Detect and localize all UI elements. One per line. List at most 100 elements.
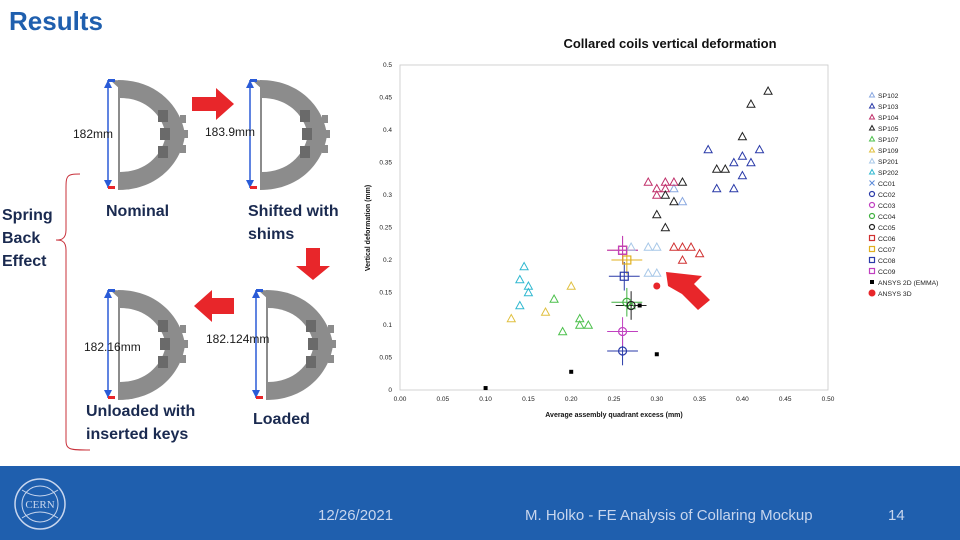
data-point [540, 306, 551, 316]
legend-entry: SP107 [878, 137, 899, 144]
y-axis-label: Vertical deformation (mm) [365, 185, 372, 271]
deformation-scatter-chart: Collared coils vertical deformation Vert… [365, 36, 938, 419]
y-tick-label: 0.4 [383, 127, 392, 134]
label-shifted: Shifted with shims [248, 203, 339, 243]
data-point [868, 168, 876, 175]
data-point [711, 183, 722, 193]
data-point [720, 163, 731, 173]
legend-entry: SP105 [878, 126, 899, 133]
data-point [549, 293, 559, 303]
data-point [728, 183, 739, 193]
legend-entry: SP202 [878, 170, 899, 177]
footer-bar: CERN 12/26/2021 M. Holko - FE Analysis o… [0, 466, 960, 540]
data-point [686, 241, 696, 251]
data-point [651, 267, 662, 277]
data-point [519, 261, 529, 271]
coil-shifted [252, 80, 330, 190]
y-tick-label: 0.2 [383, 257, 392, 264]
x-tick-label: 0.40 [736, 396, 749, 403]
page-number: 14 [888, 507, 905, 524]
footer-text: M. Holko - FE Analysis of Collaring Mock… [525, 507, 813, 524]
data-point [637, 303, 642, 308]
measurement-unloaded: 182.16mm [84, 340, 141, 354]
legend-entry: SP103 [878, 104, 899, 111]
measurement-nominal: 182mm [73, 127, 114, 141]
data-point [651, 209, 662, 219]
label-nominal: Nominal [106, 203, 170, 220]
y-tick-label: 0.35 [379, 160, 392, 167]
data-point [566, 280, 577, 290]
data-point [660, 222, 671, 232]
footer-date: 12/26/2021 [318, 507, 394, 524]
page-title: Results [9, 6, 103, 36]
legend-entry: CC06 [878, 236, 896, 243]
x-tick-label: 0.45 [779, 396, 792, 403]
data-point [660, 189, 671, 199]
y-tick-label: 0.05 [379, 355, 392, 362]
data-point [868, 146, 876, 153]
legend-entry: ANSYS 3D [878, 291, 912, 298]
data-point [622, 255, 632, 265]
data-point [643, 241, 654, 251]
data-point [869, 180, 875, 186]
legend-entry: CC02 [878, 192, 896, 199]
data-point [868, 157, 876, 164]
data-point [728, 157, 739, 167]
data-point [868, 212, 876, 220]
data-point [868, 190, 876, 198]
data-point [651, 189, 662, 199]
y-tick-label: 0.5 [383, 62, 392, 69]
x-tick-label: 0.25 [608, 396, 621, 403]
data-point [643, 267, 654, 277]
data-point [737, 170, 748, 180]
data-point [746, 157, 756, 167]
arrow-left [194, 290, 234, 322]
measurement-shifted: 183.9mm [205, 125, 256, 139]
data-point [643, 176, 654, 186]
x-tick-label: 0.05 [436, 396, 449, 403]
y-tick-label: 0.3 [383, 192, 392, 199]
data-point [703, 144, 714, 154]
data-point [654, 352, 659, 357]
data-point [677, 254, 688, 264]
y-tick-label: 0.15 [379, 290, 392, 297]
coil-nominal [110, 80, 188, 190]
data-point [626, 241, 636, 251]
data-point [868, 289, 876, 297]
data-point [669, 183, 679, 193]
data-point [557, 326, 568, 336]
legend-entry: CC03 [878, 203, 896, 210]
data-point [514, 300, 525, 310]
y-tick-label: 0.1 [383, 322, 392, 329]
data-point [677, 176, 688, 186]
x-axis-label: Average assembly quadrant excess (mm) [545, 412, 682, 419]
data-point [617, 245, 628, 255]
measurement-loaded: 182.124mm [206, 332, 270, 346]
legend-entry: SP201 [878, 159, 899, 166]
legend-entry: CC05 [878, 225, 896, 232]
chart-title: Collared coils vertical deformation [563, 36, 776, 51]
annotation-arrow [666, 272, 710, 310]
arrow-right [192, 88, 234, 120]
data-point [868, 124, 876, 131]
legend-entry: SP102 [878, 93, 899, 100]
data-point [868, 245, 876, 253]
arrow-down [296, 248, 330, 280]
data-point [870, 280, 874, 284]
data-point [669, 196, 679, 206]
legend-entry: CC08 [878, 258, 896, 265]
x-tick-label: 0.50 [822, 396, 835, 403]
y-tick-label: 0 [388, 387, 392, 394]
data-point [677, 241, 688, 251]
data-point [669, 241, 679, 251]
data-point [619, 271, 629, 281]
label-loaded: Loaded [253, 411, 310, 428]
data-point [763, 85, 773, 95]
data-point [626, 300, 636, 311]
x-tick-label: 0.00 [394, 396, 407, 403]
data-point [506, 313, 517, 323]
x-tick-label: 0.30 [650, 396, 663, 403]
data-point [868, 267, 876, 275]
data-point [711, 163, 722, 173]
data-point [514, 274, 525, 284]
